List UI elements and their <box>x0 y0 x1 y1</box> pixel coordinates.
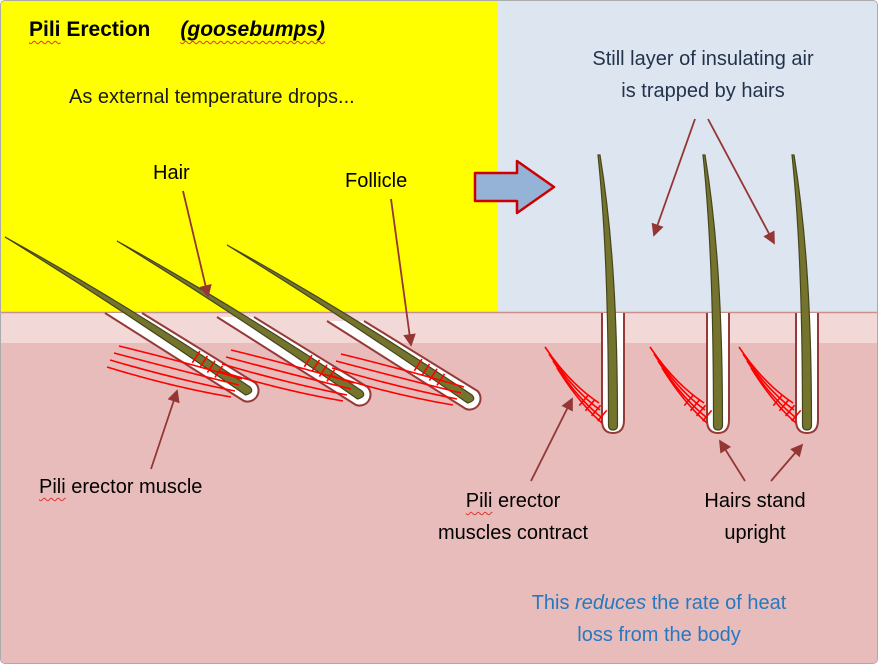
conclusion-text: This reduces the rate of heat loss from … <box>471 587 847 651</box>
air-pointer-arrow-right <box>707 118 775 245</box>
contract-line-1: Pili erector <box>401 485 625 517</box>
label-hair: Hair <box>153 162 190 184</box>
conclusion-post: the rate of heat <box>646 592 787 614</box>
conclusion-line-1: This reduces the rate of heat <box>471 587 847 619</box>
right-background-air-layer <box>498 1 877 313</box>
upright-line-2: upright <box>724 522 786 544</box>
muscle-word-rest: erector muscle <box>65 476 203 498</box>
contract-line-2: muscles contract <box>437 522 589 544</box>
follicle-pointer-arrow <box>390 198 416 347</box>
transition-block-arrow <box>473 159 556 215</box>
label-insulating-air: Still layer of insulating air is trapped… <box>531 43 875 107</box>
upright-pointer-arrow-right <box>770 443 804 482</box>
conclusion-pre: This <box>531 592 576 614</box>
dermis-layer <box>1 343 877 663</box>
air-line-2: is trapped by hairs <box>621 80 785 102</box>
muscle-word-pili: Pili <box>39 476 66 498</box>
hair-pointer-arrow <box>182 190 212 298</box>
upright-line-1: Hairs stand <box>704 490 806 512</box>
label-follicle: Follicle <box>345 170 408 192</box>
left-background-cold-before <box>1 1 498 313</box>
contract-word-pili: Pili <box>465 490 493 512</box>
conclusion-line-2: loss from the body <box>577 624 741 646</box>
contract-pointer-arrow <box>530 397 573 482</box>
subtitle-temperature: As external temperature drops... <box>69 86 355 108</box>
title-word-erection: Erection <box>60 18 151 41</box>
upright-pointer-arrow-left <box>719 439 746 482</box>
contract-word-rest: erector <box>492 490 561 512</box>
page-title: Pili Erection (goosebumps) <box>29 18 325 42</box>
label-muscles-contract: Pili erector muscles contract <box>401 485 625 549</box>
conclusion-reduces: reduces <box>575 592 647 614</box>
title-word-pili: Pili <box>29 18 61 41</box>
muscle-pointer-arrow <box>150 389 180 470</box>
air-pointer-arrow-left <box>651 118 696 237</box>
label-pili-erector-muscle: Pili erector muscle <box>39 475 202 500</box>
title-goosebumps: (goosebumps) <box>180 18 326 41</box>
label-hairs-upright: Hairs stand upright <box>665 485 845 549</box>
air-line-1: Still layer of insulating air <box>592 48 814 70</box>
